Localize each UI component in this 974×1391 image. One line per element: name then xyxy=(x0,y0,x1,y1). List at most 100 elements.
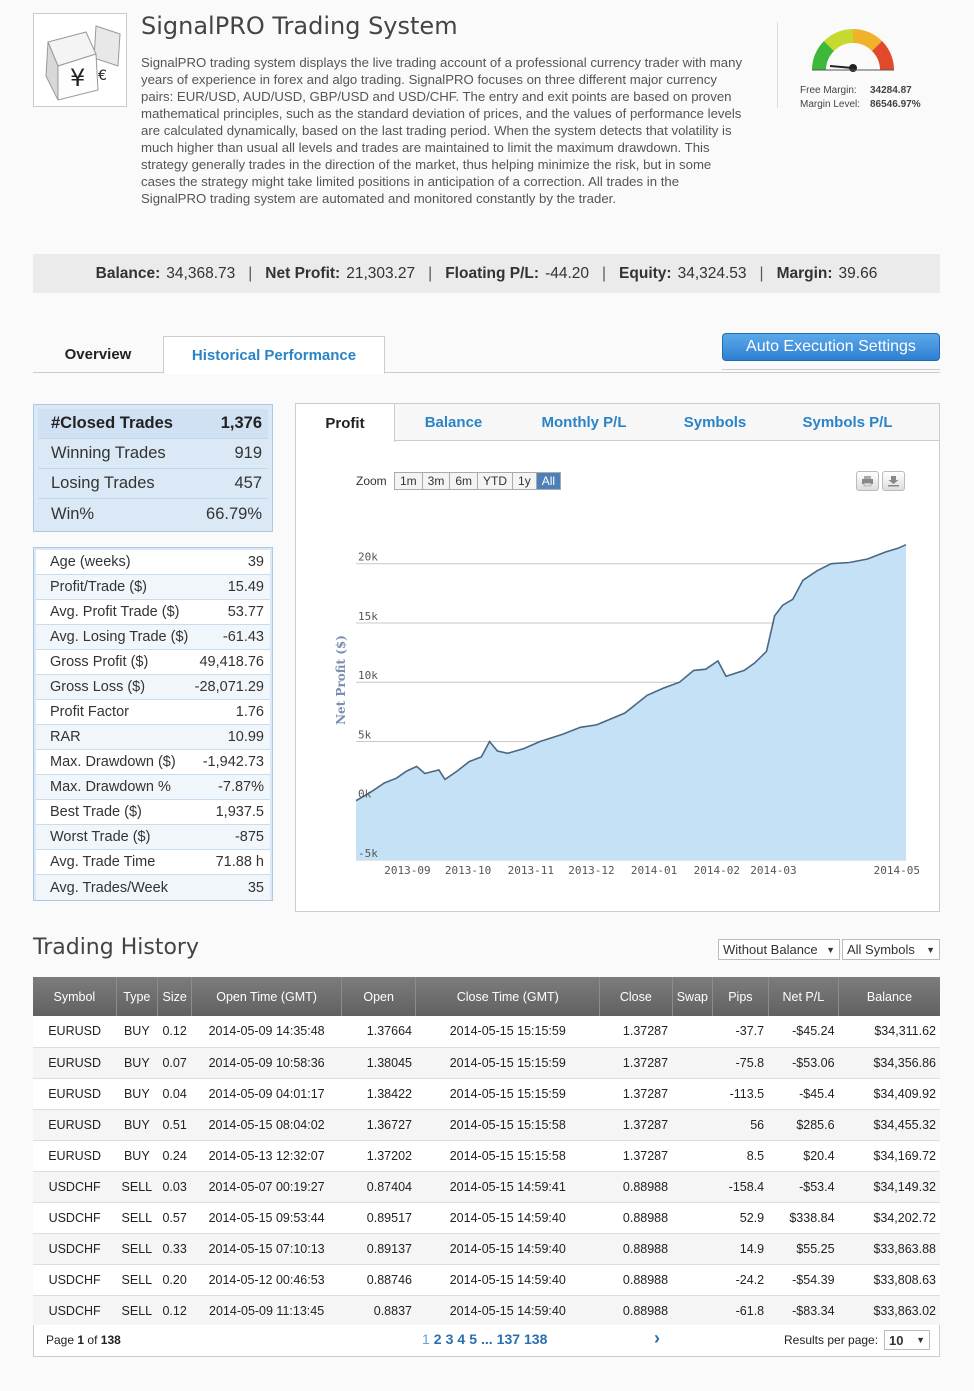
chart-tab-monthly-pl[interactable]: Monthly P/L xyxy=(541,414,627,431)
column-header[interactable]: Open Time (GMT) xyxy=(191,977,342,1016)
size-cell: 0.12 xyxy=(157,1016,192,1048)
zoom-option-1m[interactable]: 1m xyxy=(395,473,423,489)
results-per-page-select[interactable]: 10 ▼ xyxy=(884,1330,930,1350)
page-link[interactable]: 3 xyxy=(445,1331,454,1347)
next-page-button[interactable]: › xyxy=(654,1328,660,1349)
type-cell: SELL xyxy=(116,1202,158,1234)
close-price-cell: 0.88988 xyxy=(599,1171,673,1203)
open-time-cell: 2014-05-15 07:10:13 xyxy=(191,1233,342,1265)
net-pl-cell: -$53.4 xyxy=(768,1171,839,1203)
stats-row: Avg. Profit Trade ($) 53.77 xyxy=(36,600,270,625)
table-header-row: Symbol Type Size Open Time (GMT) Open Close T… xyxy=(33,977,940,1016)
y-tick-label: -5k xyxy=(358,847,378,860)
page-link[interactable]: 1 xyxy=(422,1331,430,1347)
page-link[interactable]: 5 xyxy=(469,1331,477,1347)
zoom-option-1y[interactable]: 1y xyxy=(513,473,537,489)
stats-row: Profit Factor 1.76 xyxy=(36,700,270,725)
stat-value: 1,376 xyxy=(220,414,262,432)
balance-filter-select[interactable]: Without Balance ▼ xyxy=(718,939,840,960)
type-cell: SELL xyxy=(116,1233,158,1265)
column-header[interactable]: Swap xyxy=(672,977,714,1016)
results-per-page-label: Results per page: xyxy=(784,1333,879,1347)
chart-tab-symbols[interactable]: Symbols xyxy=(683,414,747,431)
total-pages: 138 xyxy=(100,1333,121,1347)
zoom-option-all[interactable]: All xyxy=(536,473,561,489)
column-header[interactable]: Balance xyxy=(838,977,940,1016)
tab-overview[interactable]: Overview xyxy=(64,346,132,363)
stat-value: 919 xyxy=(234,444,262,462)
page-link[interactable]: 138 xyxy=(524,1331,548,1347)
stats-row: Avg. Trades/Week 35 xyxy=(36,875,270,900)
open-time-cell: 2014-05-09 04:01:17 xyxy=(191,1078,342,1110)
page-links: 1 2 3 4 5... 137 138 xyxy=(422,1331,551,1347)
chart-tab-symbols-pl[interactable]: Symbols P/L xyxy=(802,414,893,431)
performance-stats-panel: Age (weeks) 39 Profit/Trade ($) 15.49 Avg. P… xyxy=(33,547,273,901)
margin-value: 39.66 xyxy=(838,264,878,282)
free-margin-value: 34284.87 xyxy=(870,85,912,96)
symbol-cell: EURUSD xyxy=(33,1016,117,1048)
swap-cell xyxy=(672,1109,713,1141)
page-link[interactable]: 4 xyxy=(457,1331,466,1347)
stat-value: 10.99 xyxy=(227,729,264,745)
download-icon xyxy=(888,476,899,487)
margin-level-label: Margin Level: xyxy=(800,99,861,110)
x-tick-label: 2014-02 xyxy=(694,864,740,877)
zoom-option-ytd[interactable]: YTD xyxy=(478,473,514,489)
column-header[interactable]: Close xyxy=(599,977,673,1016)
net-pl-cell: $285.6 xyxy=(768,1109,839,1141)
free-margin-label: Free Margin: xyxy=(800,85,857,96)
print-chart-button[interactable] xyxy=(856,471,879,491)
pips-cell: 14.9 xyxy=(712,1233,769,1265)
column-header[interactable]: Open xyxy=(341,977,417,1016)
open-price-cell: 1.38045 xyxy=(341,1047,416,1079)
column-header[interactable]: Symbol xyxy=(33,977,117,1016)
size-cell: 0.04 xyxy=(157,1078,192,1110)
column-header[interactable]: Pips xyxy=(712,977,769,1016)
type-cell: BUY xyxy=(116,1109,158,1141)
size-cell: 0.12 xyxy=(157,1295,192,1327)
balance-value: 34,368.73 xyxy=(166,264,236,282)
stat-value: 66.79% xyxy=(206,504,262,523)
summary-separator: | xyxy=(759,264,764,282)
stat-label: #Closed Trades xyxy=(51,414,173,432)
close-price-cell: 1.37287 xyxy=(599,1047,673,1079)
column-header[interactable]: Close Time (GMT) xyxy=(415,977,601,1016)
size-cell: 0.07 xyxy=(157,1047,192,1079)
floating-pl-value: -44.20 xyxy=(545,264,590,282)
balance-cell: $33,808.63 xyxy=(838,1264,940,1296)
stat-label: Gross Loss ($) xyxy=(50,679,146,695)
page-link[interactable]: 2 xyxy=(433,1331,442,1347)
closed-trades-row: Winning Trades 919 xyxy=(38,439,268,469)
export-chart-button[interactable] xyxy=(882,471,905,491)
type-cell: BUY xyxy=(116,1047,158,1079)
zoom-buttons: 1m 3m 6m YTD 1y All xyxy=(394,472,562,490)
stat-value: 49,418.76 xyxy=(199,654,264,670)
table-row: USDCHF SELL 0.33 2014-05-15 07:10:13 0.89137… xyxy=(33,1233,940,1265)
closed-trades-row: Win% 66.79% xyxy=(38,499,268,529)
page-link[interactable]: 137 xyxy=(496,1331,521,1347)
open-time-cell: 2014-05-15 08:04:02 xyxy=(191,1109,342,1141)
size-cell: 0.51 xyxy=(157,1109,192,1141)
close-price-cell: 0.88988 xyxy=(599,1264,673,1296)
column-header[interactable]: Net P/L xyxy=(768,977,840,1016)
stat-label: Max. Drawdown ($) xyxy=(50,754,176,770)
chart-tab-profit[interactable]: Profit xyxy=(296,404,395,442)
chart-tab-balance[interactable]: Balance xyxy=(424,414,483,431)
symbol-filter-select[interactable]: All Symbols ▼ xyxy=(842,939,940,960)
column-header[interactable]: Size xyxy=(157,977,193,1016)
tab-historical-performance[interactable]: Historical Performance xyxy=(163,336,385,374)
auto-execution-settings-button[interactable]: Auto Execution Settings xyxy=(722,333,940,361)
swap-cell xyxy=(672,1140,713,1172)
column-header[interactable]: Type xyxy=(116,977,158,1016)
stats-row: RAR 10.99 xyxy=(36,725,270,750)
balance-label: Balance: xyxy=(95,264,161,282)
open-price-cell: 1.37202 xyxy=(341,1140,416,1172)
zoom-option-6m[interactable]: 6m xyxy=(450,473,479,489)
zoom-option-3m[interactable]: 3m xyxy=(422,473,451,489)
svg-text:¥: ¥ xyxy=(70,64,85,92)
x-tick-label: 2013-10 xyxy=(445,864,491,877)
summary-separator: | xyxy=(602,264,607,282)
open-time-cell: 2014-05-15 09:53:44 xyxy=(191,1202,342,1234)
size-cell: 0.57 xyxy=(157,1202,192,1234)
stat-value: 71.88 h xyxy=(215,854,264,870)
